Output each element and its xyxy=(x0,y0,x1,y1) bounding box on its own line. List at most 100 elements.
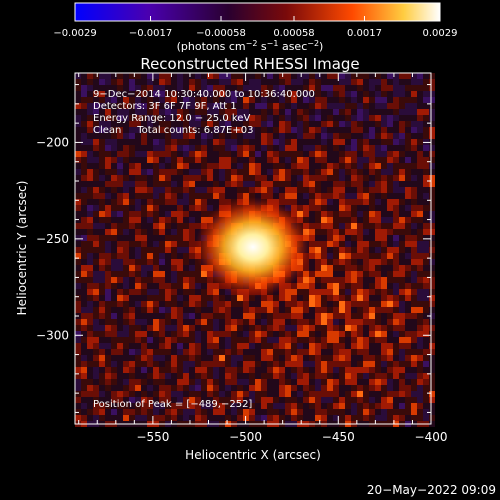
heatmap-cell xyxy=(363,385,369,391)
heatmap-cell xyxy=(219,85,225,91)
colorbar-ticks: −0.0029 −0.0017 −0.00058 0.00058 0.0017 0.002… xyxy=(53,16,458,39)
heatmap-cell xyxy=(405,385,411,391)
heatmap-cell xyxy=(111,319,117,325)
heatmap-cell xyxy=(345,343,351,349)
heatmap-cell xyxy=(309,199,315,205)
heatmap-cell xyxy=(339,397,345,403)
heatmap-cell xyxy=(249,349,255,355)
heatmap-cell xyxy=(231,397,237,403)
heatmap-cell xyxy=(315,373,321,379)
heatmap-cell xyxy=(153,265,159,271)
heatmap-cell xyxy=(99,319,105,325)
heatmap-cell xyxy=(429,175,435,181)
heatmap-cell xyxy=(351,103,357,109)
heatmap-cell xyxy=(81,385,87,391)
heatmap-cell xyxy=(81,277,87,283)
heatmap-cell xyxy=(417,151,423,157)
heatmap-cell xyxy=(225,151,231,157)
heatmap-cell xyxy=(87,79,93,85)
heatmap-cell xyxy=(81,157,87,163)
heatmap-cell xyxy=(93,223,99,229)
heatmap-cell xyxy=(333,331,339,337)
heatmap-cell xyxy=(99,415,105,421)
heatmap-cell xyxy=(261,121,267,127)
heatmap-cell xyxy=(387,205,393,211)
heatmap-cell xyxy=(309,313,315,319)
heatmap-cell xyxy=(417,175,423,181)
heatmap-cell xyxy=(333,391,339,397)
heatmap-cell xyxy=(255,355,261,361)
heatmap-cell xyxy=(135,265,141,271)
heatmap-cell xyxy=(237,307,243,313)
heatmap-cell xyxy=(357,343,363,349)
heatmap-cell xyxy=(369,271,375,277)
heatmap-cell xyxy=(111,145,117,151)
heatmap-cell xyxy=(243,367,249,373)
heatmap-cell xyxy=(159,73,165,79)
heatmap-cell xyxy=(207,289,213,295)
heatmap-cell xyxy=(375,319,381,325)
heatmap-cell xyxy=(99,397,105,403)
heatmap-cell xyxy=(201,271,207,277)
heatmap-cell xyxy=(231,193,237,199)
heatmap-cell xyxy=(387,409,393,415)
heatmap-cell xyxy=(93,253,99,259)
heatmap-cell xyxy=(387,79,393,85)
heatmap-cell xyxy=(363,151,369,157)
heatmap-cell xyxy=(345,301,351,307)
heatmap-cell xyxy=(429,199,435,205)
heatmap-cell xyxy=(141,325,147,331)
heatmap-cell xyxy=(369,295,375,301)
heatmap-cell xyxy=(201,313,207,319)
heatmap-cell xyxy=(345,235,351,241)
heatmap-cell xyxy=(351,73,357,79)
heatmap-cell xyxy=(399,301,405,307)
heatmap-cell xyxy=(393,367,399,373)
heatmap-cell xyxy=(147,397,153,403)
heatmap-cell xyxy=(165,307,171,313)
heatmap-cell xyxy=(105,91,111,97)
heatmap-cell xyxy=(141,241,147,247)
heatmap-cell xyxy=(363,403,369,409)
heatmap-cell xyxy=(417,109,423,115)
heatmap-cell xyxy=(231,325,237,331)
heatmap-cell xyxy=(375,139,381,145)
heatmap-cell xyxy=(105,205,111,211)
heatmap-cell xyxy=(381,223,387,229)
heatmap-cell xyxy=(333,361,339,367)
heatmap-cell xyxy=(99,295,105,301)
heatmap-cell xyxy=(225,349,231,355)
heatmap-cell xyxy=(243,91,249,97)
heatmap-cell xyxy=(333,217,339,223)
heatmap-cell xyxy=(309,223,315,229)
heatmap-cell xyxy=(261,133,267,139)
heatmap-cell xyxy=(135,103,141,109)
heatmap-cell xyxy=(183,79,189,85)
heatmap-cell xyxy=(117,307,123,313)
heatmap-cell xyxy=(327,79,333,85)
heatmap-cell xyxy=(363,229,369,235)
heatmap-cell xyxy=(129,229,135,235)
heatmap-cell xyxy=(123,277,129,283)
heatmap-cell xyxy=(291,127,297,133)
heatmap-cell xyxy=(147,325,153,331)
heatmap-cell xyxy=(153,115,159,121)
heatmap-cell xyxy=(411,277,417,283)
heatmap-cell xyxy=(129,121,135,127)
heatmap-cell xyxy=(399,343,405,349)
heatmap-cell xyxy=(249,415,255,421)
heatmap-cell xyxy=(333,337,339,343)
heatmap-cell xyxy=(333,151,339,157)
heatmap-cell xyxy=(267,355,273,361)
heatmap-cell xyxy=(411,169,417,175)
heatmap-cell xyxy=(315,223,321,229)
heatmap-cell xyxy=(387,139,393,145)
heatmap-cell xyxy=(369,211,375,217)
heatmap-cell xyxy=(315,199,321,205)
heatmap-cell xyxy=(357,349,363,355)
colorbar-tick-label: 0.0017 xyxy=(347,28,382,39)
heatmap-cell xyxy=(381,187,387,193)
heatmap-cell xyxy=(411,181,417,187)
heatmap-cell xyxy=(171,367,177,373)
heatmap-cell xyxy=(417,247,423,253)
